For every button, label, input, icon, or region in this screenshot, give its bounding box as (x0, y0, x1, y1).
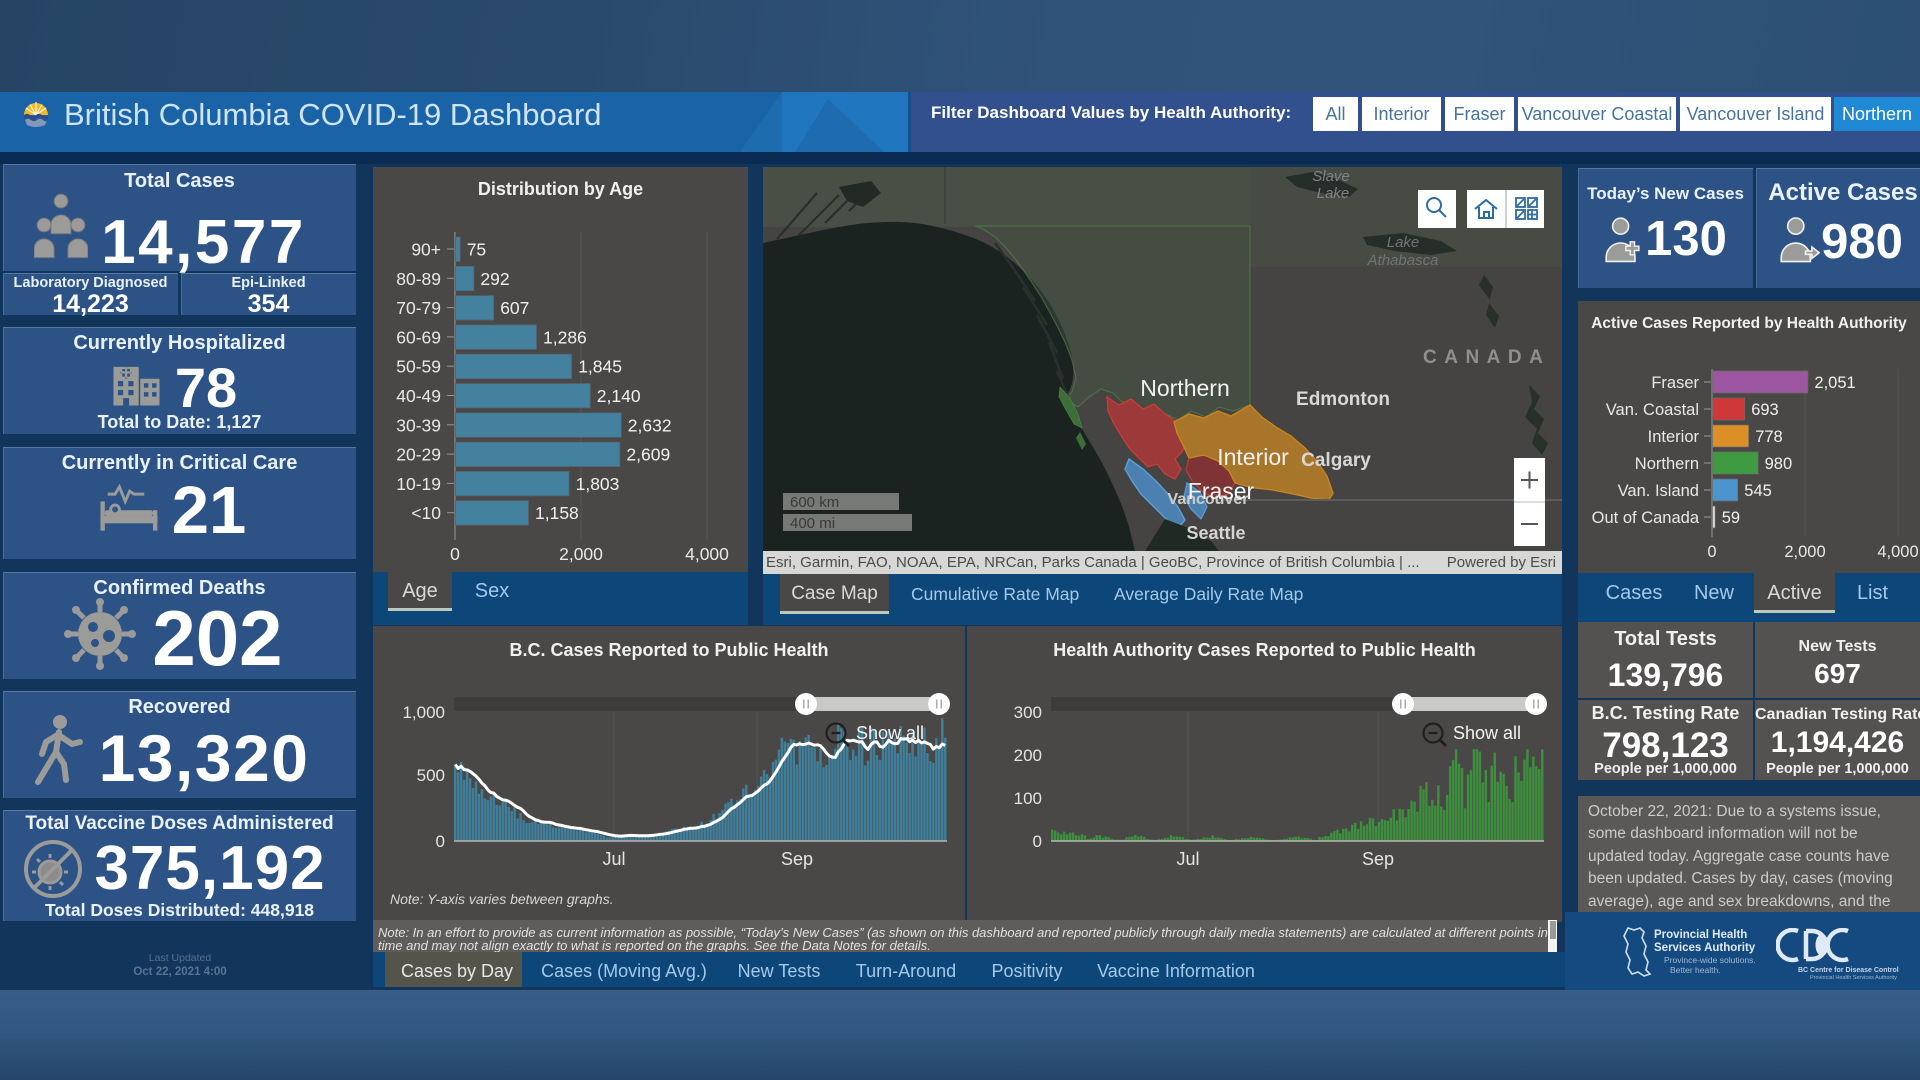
svg-text:Van. Island: Van. Island (1618, 482, 1699, 500)
svg-text:693: 693 (1751, 401, 1779, 419)
svg-text:59: 59 (1722, 509, 1740, 527)
svg-text:2,632: 2,632 (628, 415, 672, 435)
svg-text:Lake: Lake (1387, 234, 1420, 251)
svg-text:2,051: 2,051 (1814, 374, 1855, 392)
svg-text:BC Centre for Disease Control: BC Centre for Disease Control (1798, 967, 1899, 974)
svg-text:Lake: Lake (1317, 185, 1350, 202)
svg-text:Show all: Show all (1453, 723, 1521, 743)
svg-text:Note: Y-axis varies between gr: Note: Y-axis varies between graphs. (390, 891, 614, 907)
svg-text:2,000: 2,000 (559, 544, 603, 564)
svg-text:50-59: 50-59 (396, 357, 441, 377)
svg-text:Slave: Slave (1312, 168, 1350, 185)
svg-text:500: 500 (417, 766, 445, 785)
svg-text:Show all: Show all (856, 723, 924, 743)
svg-text:Jul: Jul (602, 849, 625, 869)
svg-text:Provincial Health Services Aut: Provincial Health Services Authority (1810, 975, 1897, 980)
svg-text:Fraser: Fraser (1188, 478, 1255, 504)
svg-text:200: 200 (1014, 746, 1042, 765)
svg-text:980: 980 (1765, 455, 1793, 473)
svg-text:1,158: 1,158 (535, 503, 579, 523)
svg-text:Edmonton: Edmonton (1296, 389, 1390, 410)
svg-text:Sep: Sep (781, 849, 813, 869)
svg-text:Services Authority: Services Authority (1654, 942, 1756, 954)
svg-text:2,609: 2,609 (626, 445, 670, 465)
svg-text:30-39: 30-39 (396, 415, 441, 435)
svg-text:Sep: Sep (1362, 849, 1394, 869)
svg-text:545: 545 (1744, 482, 1772, 500)
svg-text:80-89: 80-89 (396, 269, 441, 289)
svg-text:10-19: 10-19 (396, 474, 441, 494)
svg-text:Van. Coastal: Van. Coastal (1606, 401, 1699, 419)
svg-text:<10: <10 (411, 503, 441, 523)
svg-text:1,286: 1,286 (543, 327, 587, 347)
svg-text:40-49: 40-49 (396, 386, 441, 406)
svg-text:607: 607 (500, 298, 529, 318)
svg-text:2,140: 2,140 (597, 386, 641, 406)
svg-text:4,000: 4,000 (1877, 543, 1918, 561)
svg-text:292: 292 (480, 269, 509, 289)
svg-text:100: 100 (1014, 789, 1042, 808)
svg-text:Jul: Jul (1176, 849, 1199, 869)
svg-text:0: 0 (1033, 832, 1042, 851)
svg-text:Seattle: Seattle (1186, 523, 1245, 543)
svg-text:Provincial Health: Provincial Health (1654, 929, 1747, 941)
svg-text:Athabasca: Athabasca (1367, 252, 1439, 269)
svg-text:Northern: Northern (1140, 375, 1229, 401)
svg-text:Interior: Interior (1648, 428, 1700, 446)
svg-text:4,000: 4,000 (685, 544, 729, 564)
svg-text:75: 75 (467, 240, 486, 260)
svg-text:Vancouver: Vancouver (1168, 491, 1249, 508)
svg-text:300: 300 (1014, 703, 1042, 722)
svg-text:90+: 90+ (411, 240, 441, 260)
svg-text:CANADA: CANADA (1423, 347, 1550, 368)
svg-text:Fraser: Fraser (1651, 374, 1699, 392)
svg-text:Better health.: Better health. (1670, 965, 1721, 975)
svg-text:1,845: 1,845 (578, 357, 622, 377)
svg-text:Calgary: Calgary (1301, 450, 1371, 471)
svg-text:Interior: Interior (1217, 444, 1289, 470)
svg-text:1,000: 1,000 (402, 703, 445, 722)
svg-text:600 km: 600 km (790, 494, 839, 511)
svg-text:20-29: 20-29 (396, 445, 441, 465)
svg-text:70-79: 70-79 (396, 298, 441, 318)
svg-text:Out of Canada: Out of Canada (1592, 509, 1700, 527)
svg-text:0: 0 (450, 544, 460, 564)
svg-text:2,000: 2,000 (1784, 543, 1825, 561)
svg-text:0: 0 (1707, 543, 1716, 561)
svg-text:400 mi: 400 mi (790, 515, 835, 532)
svg-text:0: 0 (436, 832, 445, 851)
svg-text:778: 778 (1755, 428, 1783, 446)
svg-text:1,803: 1,803 (576, 474, 620, 494)
svg-text:60-69: 60-69 (396, 327, 441, 347)
svg-text:Province-wide solutions.: Province-wide solutions. (1664, 955, 1756, 965)
svg-text:Northern: Northern (1635, 455, 1699, 473)
